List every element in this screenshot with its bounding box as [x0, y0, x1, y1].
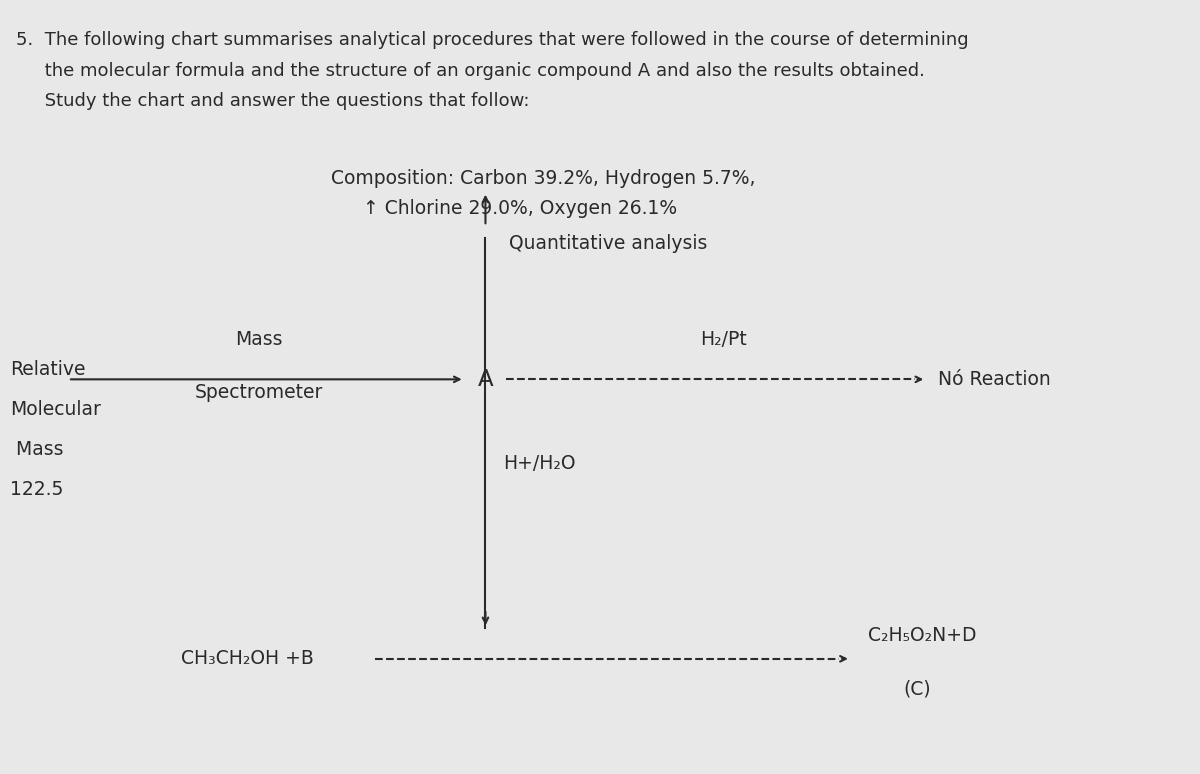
Text: Quantitative analysis: Quantitative analysis: [509, 234, 707, 253]
Text: A: A: [478, 368, 493, 391]
Text: H₂/Pt: H₂/Pt: [700, 330, 746, 349]
Text: C₂H₅O₂N+D: C₂H₅O₂N+D: [868, 626, 977, 646]
Text: Mass: Mass: [235, 330, 283, 349]
Text: 5.  The following chart summarises analytical procedures that were followed in t: 5. The following chart summarises analyt…: [16, 31, 968, 49]
Text: Molecular: Molecular: [10, 400, 101, 419]
Text: Study the chart and answer the questions that follow:: Study the chart and answer the questions…: [16, 92, 529, 110]
Text: Nó Reaction: Nó Reaction: [937, 370, 1050, 389]
Text: Spectrometer: Spectrometer: [196, 383, 324, 402]
Text: Composition: Carbon 39.2%, Hydrogen 5.7%,: Composition: Carbon 39.2%, Hydrogen 5.7%…: [331, 169, 756, 188]
Text: (C): (C): [902, 680, 930, 699]
Text: 122.5: 122.5: [10, 480, 64, 498]
Text: the molecular formula and the structure of an organic compound A and also the re: the molecular formula and the structure …: [16, 62, 925, 80]
Text: H+/H₂O: H+/H₂O: [503, 454, 575, 473]
Text: CH₃CH₂OH +B: CH₃CH₂OH +B: [181, 649, 314, 668]
Text: ↑ Chlorine 29.0%, Oxygen 26.1%: ↑ Chlorine 29.0%, Oxygen 26.1%: [364, 200, 677, 218]
Text: Relative: Relative: [10, 360, 85, 379]
Text: Mass: Mass: [10, 440, 64, 459]
